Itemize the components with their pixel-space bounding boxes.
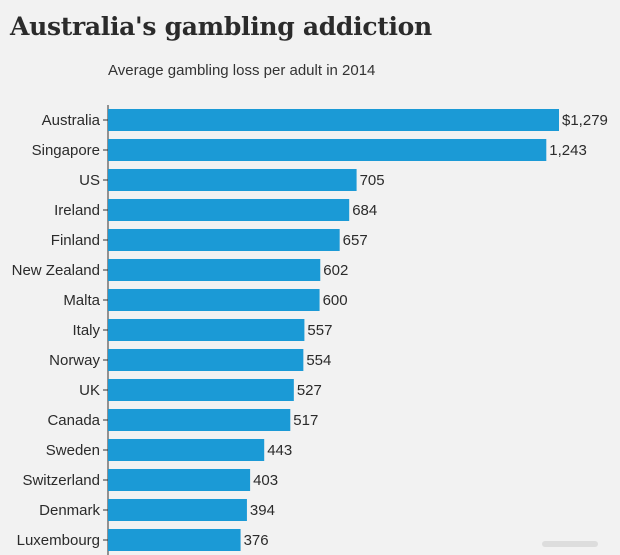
bar-malta — [108, 289, 320, 311]
category-label-denmark: Denmark — [39, 502, 100, 519]
value-label-canada: 517 — [293, 412, 318, 429]
bar-luxembourg — [108, 529, 241, 551]
value-label-sweden: 443 — [267, 442, 292, 459]
value-label-singapore: 1,243 — [549, 142, 587, 159]
category-label-italy: Italy — [72, 322, 100, 339]
value-label-australia: $1,279 — [562, 112, 608, 129]
value-label-new-zealand: 602 — [323, 262, 348, 279]
bar-sweden — [108, 439, 265, 461]
value-label-italy: 557 — [307, 322, 332, 339]
bar-finland — [108, 229, 340, 251]
value-label-switzerland: 403 — [253, 472, 278, 489]
bar-uk — [108, 379, 294, 401]
category-label-norway: Norway — [49, 352, 100, 369]
bar-switzerland — [108, 469, 251, 491]
chart-title: Australia's gambling addiction — [10, 12, 432, 41]
category-label-ireland: Ireland — [54, 202, 100, 219]
category-label-singapore: Singapore — [32, 142, 100, 159]
value-label-norway: 554 — [306, 352, 331, 369]
value-label-malta: 600 — [323, 292, 348, 309]
value-label-us: 705 — [360, 172, 385, 189]
category-label-luxembourg: Luxembourg — [17, 532, 100, 549]
category-label-canada: Canada — [47, 412, 100, 429]
bar-singapore — [108, 139, 547, 161]
chart-subtitle: Average gambling loss per adult in 2014 — [108, 62, 376, 79]
category-label-us: US — [79, 172, 100, 189]
bar-ireland — [108, 199, 350, 221]
bar-australia — [108, 109, 559, 131]
value-label-ireland: 684 — [352, 202, 377, 219]
value-label-denmark: 394 — [250, 502, 275, 519]
category-label-malta: Malta — [63, 292, 100, 309]
value-label-uk: 527 — [297, 382, 322, 399]
bar-canada — [108, 409, 291, 431]
category-label-new-zealand: New Zealand — [12, 262, 100, 279]
value-label-luxembourg: 376 — [244, 532, 269, 549]
bars-layer: Australia $1,279 Singapore 1,243 US 705 Irelan… — [12, 105, 608, 555]
watermark-logo — [542, 538, 602, 553]
category-label-finland: Finland — [51, 232, 100, 249]
bar-italy — [108, 319, 305, 341]
category-label-australia: Australia — [42, 112, 101, 129]
bar-denmark — [108, 499, 247, 521]
bar-us — [108, 169, 357, 191]
category-label-switzerland: Switzerland — [22, 472, 100, 489]
category-label-sweden: Sweden — [46, 442, 100, 459]
bar-norway — [108, 349, 304, 371]
category-label-uk: UK — [79, 382, 100, 399]
value-label-finland: 657 — [343, 232, 368, 249]
bar-new-zealand — [108, 259, 321, 281]
